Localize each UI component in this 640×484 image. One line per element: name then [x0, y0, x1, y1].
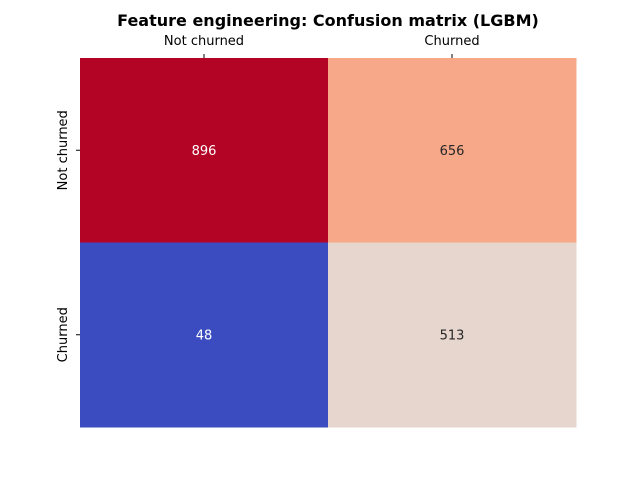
heatmap-cells: 896 656 48 513	[80, 58, 577, 428]
cell-value-label-r1-c1: 513	[440, 328, 465, 343]
x-tick-label-1: Churned	[424, 34, 479, 49]
heatmap-cell-r0-c1	[328, 58, 577, 243]
y-tick-label-1: Churned	[56, 307, 71, 362]
heatmap-cell-r0-c0	[80, 58, 329, 243]
cell-value-label-r0-c0: 896	[192, 144, 217, 159]
cell-value-label-r0-c1: 656	[440, 144, 465, 159]
chart-title: Feature engineering: Confusion matrix (L…	[117, 11, 539, 30]
heatmap-cell-r1-c1	[328, 242, 577, 428]
cell-value-label-r1-c0: 48	[196, 328, 213, 343]
x-tick-label-0: Not churned	[164, 34, 244, 49]
axis-ticks: Not churned Churned Not churned Churned	[56, 34, 480, 362]
y-tick-label-0: Not churned	[56, 110, 71, 190]
heatmap-cell-r1-c0	[80, 242, 329, 428]
